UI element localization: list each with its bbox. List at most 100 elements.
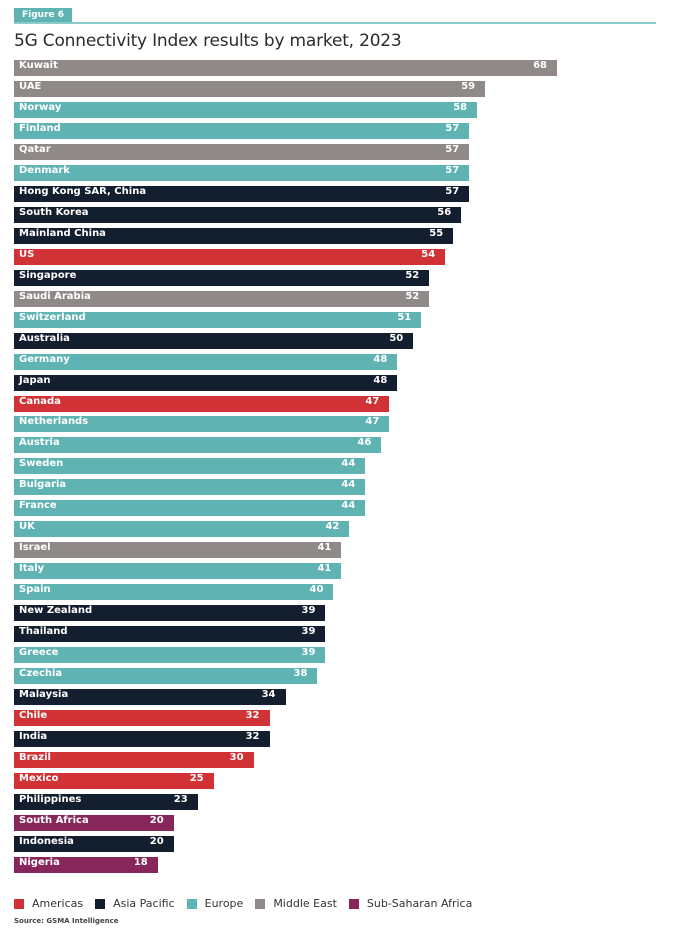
bar-italy: Italy 41 [14, 563, 342, 580]
bar-category-label: Philippines [19, 793, 82, 805]
bar-value-label: 39 [301, 626, 316, 638]
bar-category-label: Denmark [19, 164, 70, 176]
bar-value-label: 39 [301, 605, 316, 617]
bar-category-label: Mexico [19, 772, 59, 784]
bar-finland: Finland 57 [14, 122, 470, 139]
bar-value-label: 39 [301, 647, 316, 659]
bar-category-label: Spain [19, 584, 51, 596]
bar-value-label: 59 [461, 80, 476, 92]
bar-value-label: 68 [533, 60, 547, 71]
bar-category-label: Malaysia [19, 689, 69, 701]
bar-value-label: 47 [365, 395, 380, 407]
bar-czechia: Czechia 38 [14, 668, 318, 685]
bar-germany: Germany 48 [14, 353, 398, 370]
legend-item-americas: Americas [14, 897, 83, 910]
bar-category-label: India [19, 731, 48, 743]
bar-category-label: Austria [19, 437, 60, 449]
bar-value-label: 34 [261, 689, 276, 701]
bar-category-label: Chile [19, 710, 48, 722]
bar-value-label: 18 [133, 856, 148, 868]
bar-us: US 54 [14, 248, 446, 265]
bar-mainland-china: Mainland China 55 [14, 227, 454, 244]
bar-value-label: 41 [317, 542, 332, 554]
legend-swatch [348, 898, 359, 909]
bar-value-label: 46 [357, 437, 372, 449]
bar-category-label: Canada [19, 395, 61, 407]
bar-value-label: 38 [293, 668, 308, 680]
bar-brazil: Brazil 30 [14, 752, 254, 768]
bar-category-label: Japan [19, 374, 51, 386]
bar-hong-kong-sar-china: Hong Kong SAR, China 57 [14, 185, 470, 202]
bar-category-label: Mainland China [19, 227, 106, 239]
bar-category-label: Norway [19, 101, 62, 113]
header-rule [14, 22, 656, 24]
bar-category-label: Saudi Arabia [19, 290, 91, 302]
bar-sweden: Sweden 44 [14, 458, 366, 475]
bar-value-label: 52 [405, 290, 420, 302]
bar-value-label: 40 [309, 584, 324, 596]
bar-netherlands: Netherlands 47 [14, 416, 390, 433]
bar-category-label: South Korea [19, 206, 89, 218]
legend-label: Americas [32, 897, 84, 910]
bar-category-label: Nigeria [19, 856, 60, 868]
bar-category-label: Switzerland [19, 311, 86, 323]
bar-value-label: 32 [245, 731, 260, 743]
bar-value-label: 52 [405, 269, 420, 281]
legend: Americas Asia Pacific Europe Middle East Sub… [14, 897, 484, 910]
legend-swatch [186, 898, 197, 909]
bar-switzerland: Switzerland 51 [14, 311, 422, 328]
bar-singapore: Singapore 52 [14, 269, 430, 286]
bar-norway: Norway 58 [14, 101, 478, 118]
bar-mexico: Mexico 25 [14, 772, 214, 789]
bar-value-label: 57 [445, 122, 460, 134]
bar-thailand: Thailand 39 [14, 626, 326, 643]
bar-category-label: Australia [19, 332, 70, 344]
bar-category-label: Bulgaria [19, 479, 67, 491]
bar-uae: UAE 59 [14, 80, 486, 97]
bar-value-label: 42 [325, 521, 340, 533]
bar-category-label: Singapore [19, 269, 77, 281]
legend-swatch [95, 898, 106, 909]
bar-category-label: New Zealand [19, 605, 93, 617]
bar-category-label: Czechia [19, 668, 63, 680]
bar-value-label: 44 [341, 500, 356, 512]
bar-value-label: 50 [389, 332, 404, 344]
bar-category-label: Finland [19, 122, 61, 134]
bar-category-label: France [19, 500, 57, 512]
legend-swatch [255, 898, 266, 909]
chart-title: 5G Connectivity Index results by market,… [14, 31, 402, 51]
bar-austria: Austria 46 [14, 437, 382, 454]
legend-item-asia-pacific: Asia Pacific [95, 897, 175, 910]
bar-saudi-arabia: Saudi Arabia 52 [14, 290, 430, 307]
bar-value-label: 54 [421, 248, 436, 260]
bar-israel: Israel 41 [14, 542, 342, 559]
bar-value-label: 58 [453, 101, 468, 113]
bar-value-label: 32 [245, 710, 260, 722]
legend-item-middle-east: Middle East [255, 897, 337, 910]
bar-category-label: UK [19, 521, 35, 533]
bar-new-zealand: New Zealand 39 [14, 605, 326, 622]
legend-label: Sub-Saharan Africa [366, 897, 473, 910]
bar-australia: Australia 50 [14, 332, 414, 349]
legend-label: Asia Pacific [113, 897, 175, 910]
bar-value-label: 56 [437, 206, 452, 218]
bar-value-label: 55 [429, 227, 444, 239]
bar-category-label: Italy [19, 563, 45, 575]
bar-category-label: Greece [19, 647, 59, 659]
bar-value-label: 51 [397, 311, 412, 323]
bar-canada: Canada 47 [14, 395, 390, 412]
bar-france: France 44 [14, 500, 366, 517]
bar-bulgaria: Bulgaria 44 [14, 479, 366, 496]
bar-category-label: Kuwait [19, 60, 58, 71]
bar-value-label: 44 [341, 479, 356, 491]
bar-uk: UK 42 [14, 521, 350, 538]
bar-category-label: UAE [19, 80, 42, 92]
bar-denmark: Denmark 57 [14, 164, 470, 181]
legend-label: Middle East [273, 897, 337, 910]
bar-category-label: Thailand [19, 626, 68, 638]
bar-value-label: 57 [445, 185, 460, 197]
legend-swatch [14, 898, 24, 909]
bar-value-label: 57 [445, 164, 460, 176]
bar-category-label: South Africa [19, 814, 89, 826]
